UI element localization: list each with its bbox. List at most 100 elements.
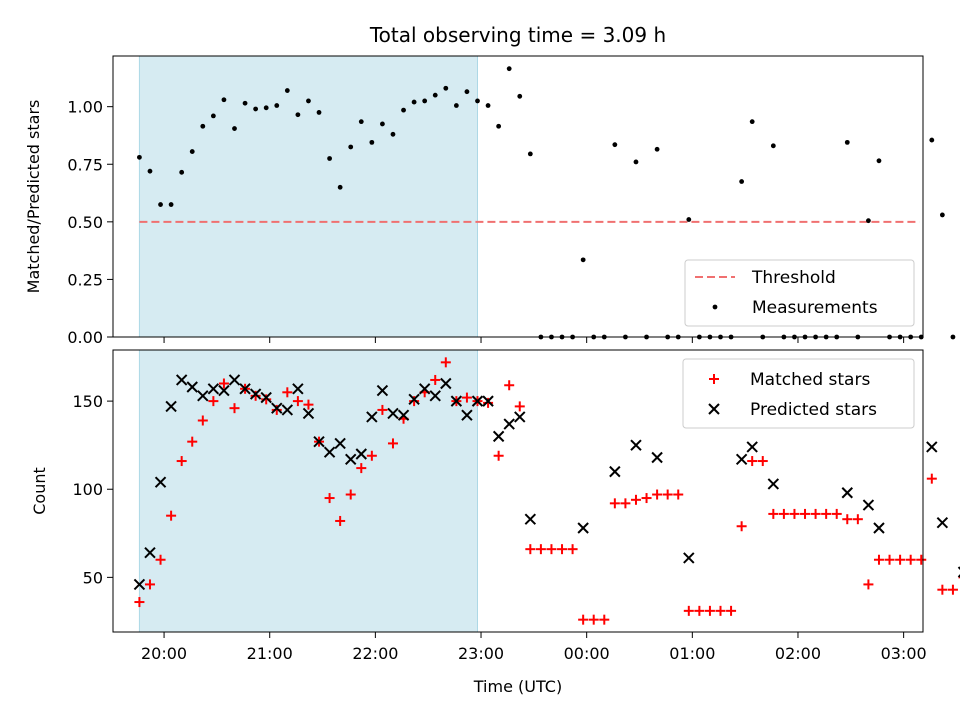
measurement-point-28 — [432, 92, 438, 98]
measurement-point-11 — [253, 106, 259, 112]
predicted-star-10-b — [239, 383, 251, 395]
predicted-star-28-b — [429, 390, 441, 402]
matched-star-73 — [905, 554, 916, 565]
measurement-point-70 — [876, 158, 882, 164]
predicted-star-28 — [429, 390, 441, 402]
matched-star-61 — [778, 508, 789, 519]
predicted-star-29-b — [440, 377, 452, 390]
predicted-star-35-b — [503, 418, 515, 430]
matched-star-1 — [144, 579, 155, 590]
predicted-star-30-b — [450, 395, 463, 407]
predicted-star-50 — [936, 517, 949, 529]
matched-star-5 — [187, 436, 198, 447]
predicted-stars-points — [133, 374, 960, 591]
matched-star-67 — [842, 514, 853, 525]
measurement-point-1 — [147, 168, 153, 174]
matched-star-9 — [229, 403, 240, 414]
measurement-point-77 — [950, 334, 956, 340]
legend-plus-mark — [709, 374, 719, 384]
measurement-point-31 — [464, 89, 470, 95]
predicted-star-25 — [397, 409, 410, 421]
predicted-star-31-b — [461, 409, 473, 421]
top-ytick-label-1: 0.25 — [67, 270, 103, 289]
matched-star-22 — [366, 450, 377, 461]
predicted-star-42 — [683, 552, 695, 564]
predicted-star-40-b — [630, 439, 642, 451]
matched-star-15 — [292, 396, 303, 407]
predicted-star-50-b — [936, 517, 949, 529]
bottom-axes-frame — [112, 349, 924, 633]
matched-star-69 — [863, 579, 874, 590]
matched-star-55 — [715, 605, 726, 616]
top-ytick-label-2: 0.50 — [67, 213, 103, 232]
predicted-star-49-b — [926, 441, 938, 453]
measurement-point-24 — [390, 131, 396, 137]
predicted-star-9 — [228, 374, 241, 386]
matched-star-59 — [757, 456, 768, 467]
matched-star-68 — [852, 514, 863, 525]
predicted-star-41-b — [651, 451, 663, 464]
predicted-star-37-b — [524, 513, 537, 525]
measurement-point-30 — [453, 103, 459, 108]
matched-star-19 — [335, 515, 346, 526]
measurement-point-8 — [221, 97, 227, 103]
predicted-star-44-b — [746, 441, 758, 453]
predicted-star-16-b — [302, 407, 315, 420]
matched-star-62 — [789, 508, 800, 519]
matched-star-23 — [377, 404, 388, 415]
predicted-star-35 — [503, 418, 515, 430]
matched-star-60 — [768, 508, 779, 519]
predicted-star-6 — [197, 390, 209, 402]
predicted-star-4 — [175, 374, 188, 386]
measurement-point-26 — [411, 99, 417, 105]
matched-star-33 — [483, 397, 494, 408]
predicted-star-32-b — [471, 395, 484, 407]
predicted-star-32 — [471, 395, 484, 407]
matched-star-39 — [546, 544, 557, 555]
measurement-point-15 — [295, 112, 301, 118]
predicted-star-26 — [408, 393, 420, 406]
predicted-star-14 — [281, 404, 294, 416]
predicted-star-47-b — [862, 499, 875, 511]
predicted-star-39 — [609, 465, 621, 478]
measurement-point-36 — [517, 93, 523, 99]
matched-star-66 — [831, 508, 842, 519]
predicted-star-34-b — [492, 430, 505, 443]
predicted-star-19 — [334, 437, 346, 450]
matched-star-45 — [609, 498, 620, 509]
measurement-point-12 — [263, 105, 269, 111]
top-legend-box — [684, 259, 915, 327]
predicted-star-33-b — [482, 395, 494, 407]
measurement-point-4 — [179, 169, 185, 175]
matched-stars-points — [134, 357, 960, 625]
predicted-star-15 — [292, 383, 304, 395]
xtick-label-2: 22:00 — [352, 644, 398, 663]
top-panel: 0.00 0.25 0.50 0.75 1.00 Total observing tim… — [24, 23, 956, 347]
xtick-label-5: 01:00 — [669, 644, 715, 663]
bottom-legend: Matched stars Predicted stars — [682, 358, 915, 429]
measurement-point-7 — [210, 113, 216, 119]
bottom-y-ticks: 50 100 150 — [72, 392, 113, 587]
predicted-star-25-b — [397, 409, 410, 421]
measurement-point-19 — [337, 184, 343, 190]
predicted-star-40 — [630, 439, 642, 451]
predicted-star-11 — [249, 388, 262, 400]
bottom-ytick-label-0: 50 — [83, 568, 103, 587]
predicted-star-8-b — [218, 384, 230, 397]
measurement-point-42 — [580, 257, 586, 263]
predicted-star-11-b — [249, 388, 262, 400]
predicted-star-2 — [154, 476, 167, 488]
matched-star-18 — [324, 493, 335, 504]
measurement-point-0 — [137, 154, 142, 160]
predicted-star-3-b — [165, 400, 177, 413]
matched-star-14 — [282, 387, 293, 398]
measurement-point-47 — [633, 159, 639, 165]
predicted-star-4-b — [175, 374, 188, 386]
predicted-star-12-b — [260, 391, 272, 404]
predicted-star-45-b — [767, 478, 780, 490]
predicted-star-39-b — [609, 465, 621, 478]
predicted-star-49 — [926, 441, 938, 453]
matched-star-47 — [630, 494, 641, 505]
top-ytick-label-3: 0.75 — [67, 155, 103, 174]
